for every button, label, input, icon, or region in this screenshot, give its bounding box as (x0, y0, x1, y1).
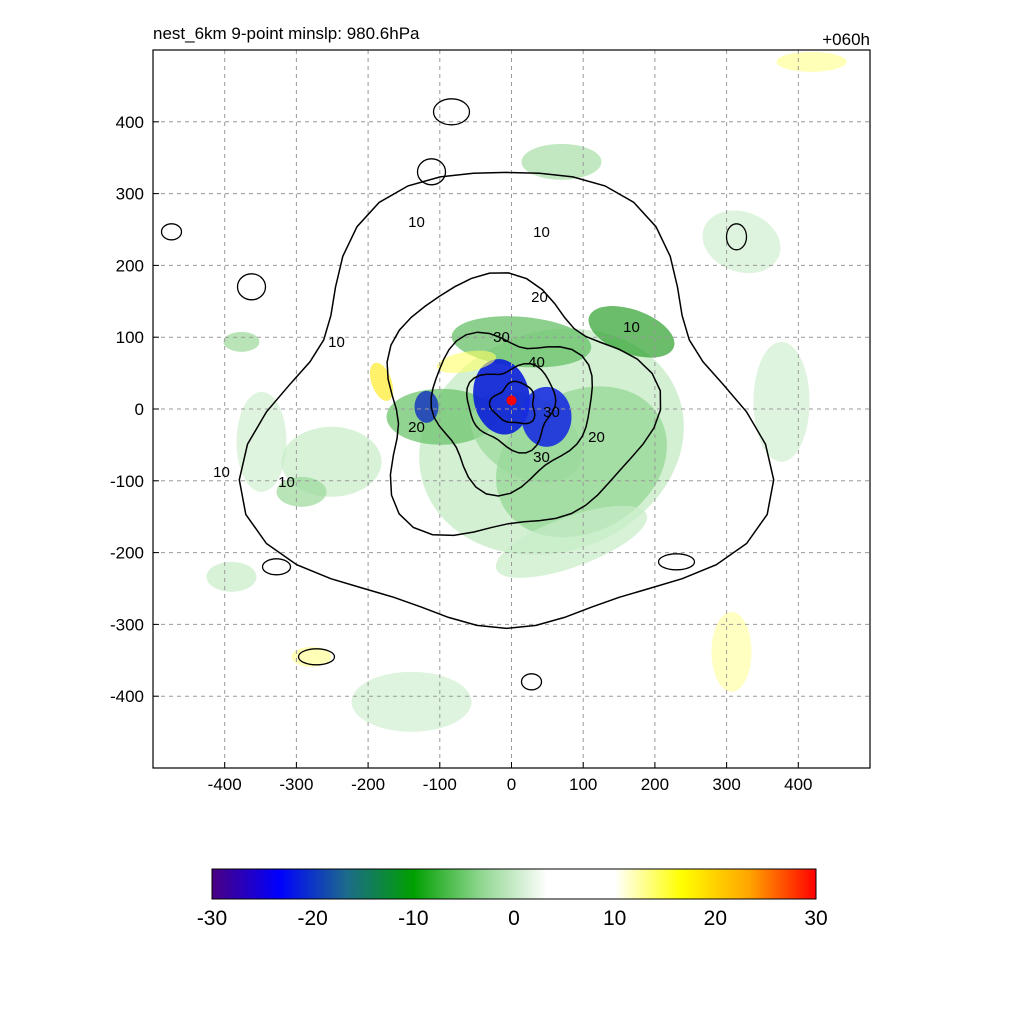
contour-line-small (520, 673, 543, 691)
x-tick-label: -400 (208, 775, 242, 794)
field-patch (702, 210, 781, 274)
y-tick-label: -100 (110, 472, 144, 491)
y-tick-label: -400 (110, 687, 144, 706)
field-patch (495, 505, 648, 578)
contour-line-20 (386, 272, 662, 537)
field-patch (521, 386, 572, 447)
x-tick-label: 300 (712, 775, 740, 794)
colorbar-tick-label: 10 (603, 907, 626, 930)
contour-line-small (297, 648, 336, 666)
contour-label: 20 (588, 429, 605, 446)
contour-label: 10 (213, 464, 230, 481)
colorbar-tick-label: 30 (804, 907, 827, 930)
x-tick-label: 100 (569, 775, 597, 794)
field-patch (436, 350, 497, 373)
colorbar-tick-label: 20 (704, 907, 727, 930)
field-patch (236, 391, 287, 492)
storm-center-layer (506, 395, 517, 406)
contour-label: 30 (493, 329, 510, 346)
y-tick-label: 0 (135, 400, 144, 419)
contour-label: 30 (543, 404, 560, 421)
contour-lines: 10 10 10 10 10 10 20 20 20 30 30 40 30 (160, 98, 775, 691)
colorbar-tick-label: -20 (297, 907, 327, 930)
y-tick-label: -300 (110, 615, 144, 634)
colorbar-tick-label: 0 (508, 907, 520, 930)
contour-line-small (725, 223, 748, 251)
field-patch (206, 561, 257, 592)
contour-label: 40 (528, 354, 545, 371)
field-patch (521, 143, 602, 180)
field-patch (223, 331, 260, 352)
field-patch (588, 306, 675, 358)
field-patch (711, 611, 752, 692)
x-tick-label: 0 (507, 775, 516, 794)
contour-line-small (236, 273, 267, 301)
contour-label: 30 (533, 449, 550, 466)
y-tick-label: -200 (110, 544, 144, 563)
x-axis-ticks: -400 -300 -200 -100 0 100 200 300 400 (208, 762, 812, 794)
x-tick-label: 200 (641, 775, 669, 794)
field-patch (386, 388, 497, 445)
contour-line-small (657, 553, 696, 571)
y-tick-label: 100 (116, 328, 144, 347)
y-tick-label: 400 (116, 113, 144, 132)
chart-title-right: +060h (822, 30, 870, 49)
contour-line-small (432, 98, 471, 126)
colorbar-ticks: -30 -20 -10 0 10 20 30 (197, 907, 828, 930)
y-tick-label: 300 (116, 185, 144, 204)
y-tick-label: 200 (116, 256, 144, 275)
field-patch (414, 390, 439, 423)
contour-line-10 (238, 171, 775, 630)
contour-line-30 (430, 331, 594, 497)
colorbar (211, 868, 817, 900)
contour-label: 10 (328, 334, 345, 351)
contour-line-40 (465, 362, 557, 454)
contour-label: 20 (408, 419, 425, 436)
field-patch (753, 341, 810, 462)
contour-label: 10 (623, 319, 640, 336)
x-tick-label: -200 (351, 775, 385, 794)
contour-label: 10 (533, 224, 550, 241)
contour-line-small (416, 158, 447, 186)
colorbar-tick-label: -30 (197, 907, 227, 930)
contour-line-small (261, 558, 292, 576)
field-patch (351, 671, 472, 732)
contour-line-50 (488, 380, 536, 425)
x-tick-label: -100 (423, 775, 457, 794)
contour-line-small (160, 223, 183, 241)
contour-label: 20 (531, 289, 548, 306)
storm-center-marker (506, 395, 517, 406)
colorbar-tick-label: -10 (398, 907, 428, 930)
shaded-field (206, 51, 847, 732)
field-patch (473, 359, 530, 435)
x-tick-label: 400 (784, 775, 812, 794)
contour-label: 10 (278, 474, 295, 491)
x-tick-label: -300 (279, 775, 313, 794)
contour-label: 10 (408, 214, 425, 231)
field-patch (276, 476, 327, 507)
field-patch (776, 51, 847, 72)
y-axis-ticks: 400 300 200 100 0 -100 -200 -300 -400 (110, 113, 159, 706)
chart-title-left: nest_6km 9-point minslp: 980.6hPa (153, 24, 420, 43)
